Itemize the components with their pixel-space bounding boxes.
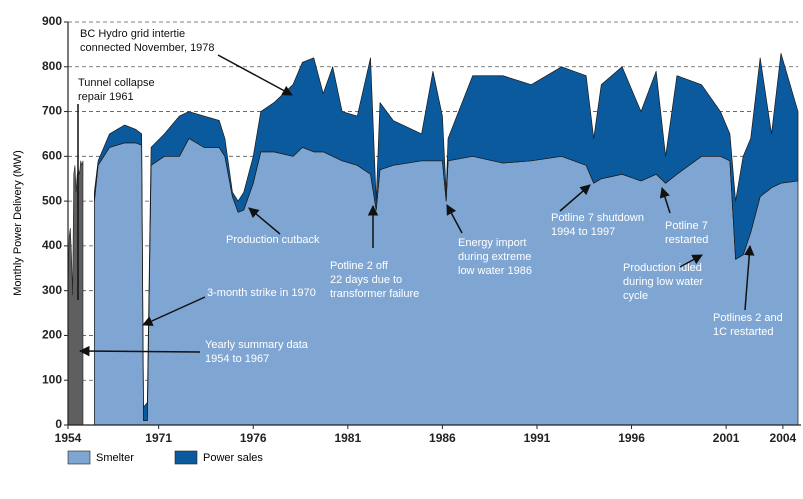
y-tick-label: 200	[42, 328, 62, 342]
x-tick-label: 1991	[524, 431, 551, 445]
annotation: 1C restarted	[713, 326, 774, 338]
annotation-arrow	[659, 186, 671, 214]
annotation: Energy import	[458, 237, 526, 249]
annotation-arrow	[217, 54, 293, 96]
x-tick-label: 1986	[429, 431, 456, 445]
annotation: transformer failure	[330, 288, 419, 300]
y-tick-label: 100	[42, 372, 62, 386]
annotation: Production cutback	[226, 234, 320, 246]
y-tick-label: 400	[42, 238, 62, 252]
area-1	[93, 52, 799, 421]
annotation: 22 days due to	[330, 274, 402, 286]
annotation-arrow	[78, 345, 201, 357]
x-tick-label: 1971	[145, 431, 172, 445]
annotation: Yearly summary data	[205, 339, 309, 351]
annotation: Potlines 2 and	[713, 312, 783, 324]
legend-swatch	[174, 450, 198, 465]
y-tick-label: 900	[42, 14, 62, 28]
y-tick-label: 300	[42, 283, 62, 297]
legend-label: Power sales	[203, 452, 263, 464]
annotation: during extreme	[458, 251, 531, 263]
x-tick-label: 1954	[55, 431, 82, 445]
y-axis-title: Monthly Power Delivery (MW)	[12, 150, 24, 295]
legend-swatch	[67, 450, 91, 465]
annotation-arrow	[679, 254, 703, 268]
annotation: Potline 2 off	[330, 260, 389, 272]
legend-label: Smelter	[96, 452, 134, 464]
y-tick-label: 800	[42, 59, 62, 73]
annotation: cycle	[623, 290, 648, 302]
annotation: 1994 to 1997	[551, 226, 615, 238]
summary-area	[67, 160, 84, 426]
annotation: Potline 7	[665, 220, 708, 232]
x-tick-label: 1981	[334, 431, 361, 445]
annotation: Potline 7 shutdown	[551, 212, 644, 224]
annotation-arrow	[248, 207, 281, 235]
annotation: low water 1986	[458, 265, 532, 277]
annotation: connected November, 1978	[80, 42, 215, 54]
annotation: restarted	[665, 234, 708, 246]
x-tick-label: 2004	[770, 431, 797, 445]
annotation: 1954 to 1967	[205, 353, 269, 365]
annotation-arrow	[559, 184, 591, 212]
annotation-arrow	[446, 204, 463, 234]
annotation: repair 1961	[78, 91, 134, 103]
x-tick-label: 1976	[240, 431, 267, 445]
annotation: 3-month strike in 1970	[207, 287, 316, 299]
y-tick-label: 700	[42, 104, 62, 118]
annotation: Production idled	[623, 262, 702, 274]
annotation: Tunnel collapse	[78, 77, 155, 89]
annotation: during low water	[623, 276, 703, 288]
y-tick-label: 0	[55, 417, 62, 431]
x-tick-label: 2001	[713, 431, 740, 445]
y-tick-label: 600	[42, 149, 62, 163]
annotation-arrow	[142, 296, 206, 326]
annotation: BC Hydro grid intertie	[80, 28, 185, 40]
x-tick-label: 1996	[618, 431, 645, 445]
y-tick-label: 500	[42, 193, 62, 207]
annotation-arrow	[744, 244, 755, 311]
